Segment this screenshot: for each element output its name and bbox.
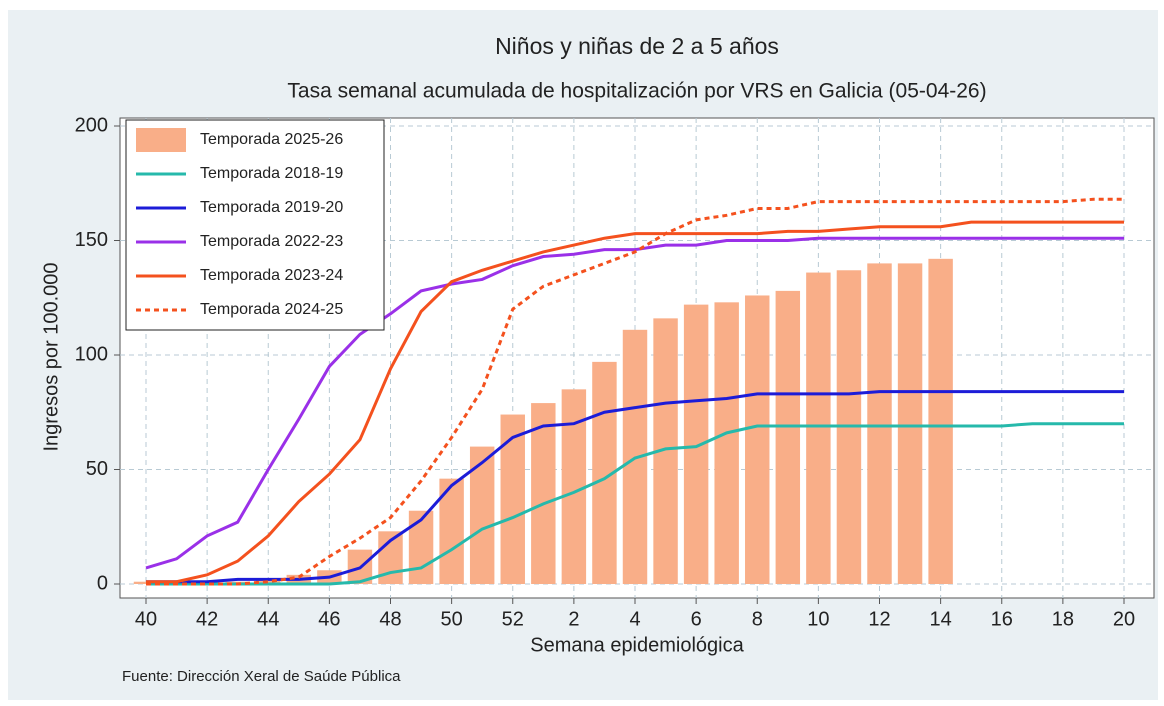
legend-label: Temporada 2019-20: [200, 199, 343, 216]
bar: [745, 295, 770, 584]
legend-label: Temporada 2023-24: [200, 267, 343, 284]
line: [146, 220, 1124, 584]
x-tick-label: 6: [691, 608, 702, 630]
x-tick-label: 40: [135, 608, 157, 630]
x-tick-label: 14: [930, 608, 952, 630]
bar: [408, 510, 434, 584]
x-tick-label: 20: [1113, 608, 1135, 630]
y-tick-label: 200: [75, 114, 108, 136]
legend-label: Temporada 2018-19: [200, 165, 343, 182]
y-axis-label: Ingresos por 100.000: [40, 262, 62, 451]
bar: [561, 389, 587, 584]
line: [146, 197, 1124, 586]
y-tick-label: 50: [86, 458, 108, 480]
legend: Temporada 2025-26 Temporada 2018-19 Tempor…: [125, 119, 385, 331]
line: [145, 236, 1124, 570]
marks: [133, 197, 1124, 586]
x-tick-label: 10: [807, 608, 829, 630]
x-tick-label: 12: [868, 608, 890, 630]
bar: [806, 272, 831, 584]
bar: [714, 302, 739, 584]
line: [146, 390, 1124, 584]
x-tick-label: 46: [318, 608, 340, 630]
legend-label: Temporada 2025-26: [200, 131, 343, 148]
bar: [256, 579, 281, 584]
x-tick-label: 44: [257, 608, 279, 630]
x-tick-label: 18: [1052, 608, 1074, 630]
legend-label: Temporada 2022-23: [200, 233, 343, 250]
bar: [531, 403, 556, 584]
legend-swatch: [136, 128, 186, 152]
bar: [500, 414, 525, 584]
x-axis-label: Semana epidemiológica: [530, 634, 744, 656]
legend-label: Temporada 2024-25: [200, 301, 343, 318]
y-tick-label: 100: [75, 343, 108, 365]
x-tick-label: 52: [502, 608, 524, 630]
x-tick-label: 8: [752, 608, 763, 630]
bar: [928, 258, 953, 584]
y-tick-label: 0: [97, 572, 108, 594]
chart-subtitle: Tasa semanal acumulada de hospitalizació…: [287, 80, 986, 103]
x-tick-label: 50: [441, 608, 463, 630]
y-tick-label: 150: [75, 229, 108, 251]
x-tick-label: 42: [196, 608, 218, 630]
bar: [867, 263, 892, 584]
chart-title: Niños y niñas de 2 a 5 años: [495, 33, 779, 59]
bar: [897, 263, 923, 584]
legend-box: [125, 119, 385, 331]
x-tick-label: 4: [629, 608, 640, 630]
source: Fuente: Dirección Xeral de Saúde Pública: [122, 668, 401, 685]
x-tick-label: 2: [568, 608, 579, 630]
line: [146, 422, 1124, 586]
bar: [775, 290, 801, 584]
x-tick-label: 48: [379, 608, 401, 630]
x-tick-label: 16: [991, 608, 1013, 630]
